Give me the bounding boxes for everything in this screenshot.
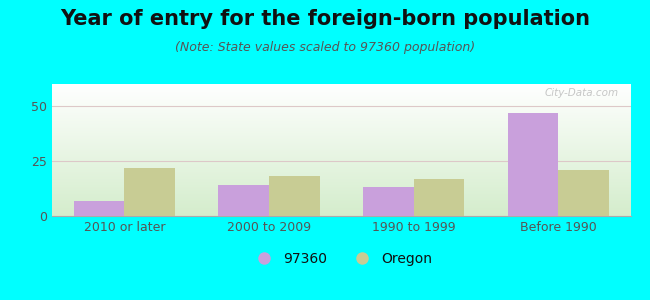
Bar: [218, 185, 269, 216]
Bar: [413, 178, 464, 216]
Text: Year of entry for the foreign-born population: Year of entry for the foreign-born popul…: [60, 9, 590, 29]
Text: City-Data.com: City-Data.com: [545, 88, 619, 98]
Bar: [124, 168, 175, 216]
Bar: [73, 201, 124, 216]
Text: (Note: State values scaled to 97360 population): (Note: State values scaled to 97360 popu…: [175, 40, 475, 53]
Bar: [558, 170, 609, 216]
Bar: [269, 176, 320, 216]
Legend: 97360, Oregon: 97360, Oregon: [244, 247, 438, 272]
Bar: [508, 112, 558, 216]
Bar: [363, 188, 413, 216]
